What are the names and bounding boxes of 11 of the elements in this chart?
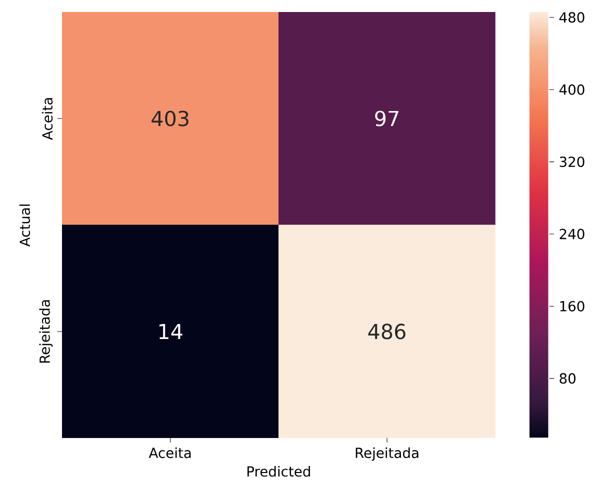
data-label: 403	[152, 110, 188, 126]
color-bar-label: 240	[560, 228, 584, 240]
color-bar-label: 320	[560, 156, 584, 168]
data-label: 97	[375, 110, 398, 126]
x-axis-title: Predicted	[247, 466, 310, 477]
color-bar-label: 400	[559, 84, 584, 95]
color-bar-label: 480	[559, 12, 584, 23]
data-label: 486	[368, 324, 406, 340]
color-bar-label: 160	[560, 300, 584, 312]
color-bar-label: 80	[560, 373, 576, 384]
y-axis-title: Actual	[19, 204, 30, 247]
